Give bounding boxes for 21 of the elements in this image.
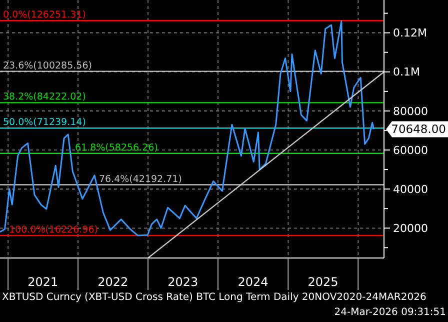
y-tick-label: 40000 (393, 182, 428, 196)
ref-line-label: 0.0%(126251.31) (3, 10, 86, 21)
ref-line-label: 76.4%(42192.71) (99, 174, 182, 185)
y-tick-label: 60000 (393, 144, 428, 157)
text: XBTUSD Curncy (XBT-USD Cross Rate) BTC Long Term Daily 20NOV2020-24MAR2026 (2, 292, 426, 303)
y-tick-label: 0.1M (393, 66, 420, 79)
y-tick-label: 0.12M (393, 26, 427, 40)
ref-line-label: 100.0%(16226.96) (9, 224, 98, 236)
x-tick-label: 2025 (308, 275, 338, 289)
y-tick-label: 80000 (393, 104, 428, 118)
x-tick-label: 2023 (168, 275, 198, 289)
y-tick-label: 20000 (393, 222, 428, 235)
text: 24-Mar-2026 09:31:51 (334, 307, 446, 318)
ref-line-label: 50.0%(71239.14) (3, 117, 86, 128)
ref-line-label: 61.8%(58256.26) (75, 142, 158, 154)
ref-line-label: 38.2%(84222.02) (3, 92, 86, 103)
ref-line-label: 23.6%(100285.56) (3, 60, 92, 72)
annotation: 70648.00 (391, 122, 446, 136)
x-tick-label: 2024 (238, 275, 268, 289)
x-tick-label: 2021 (28, 275, 58, 289)
x-tick-label: 2022 (98, 275, 128, 289)
